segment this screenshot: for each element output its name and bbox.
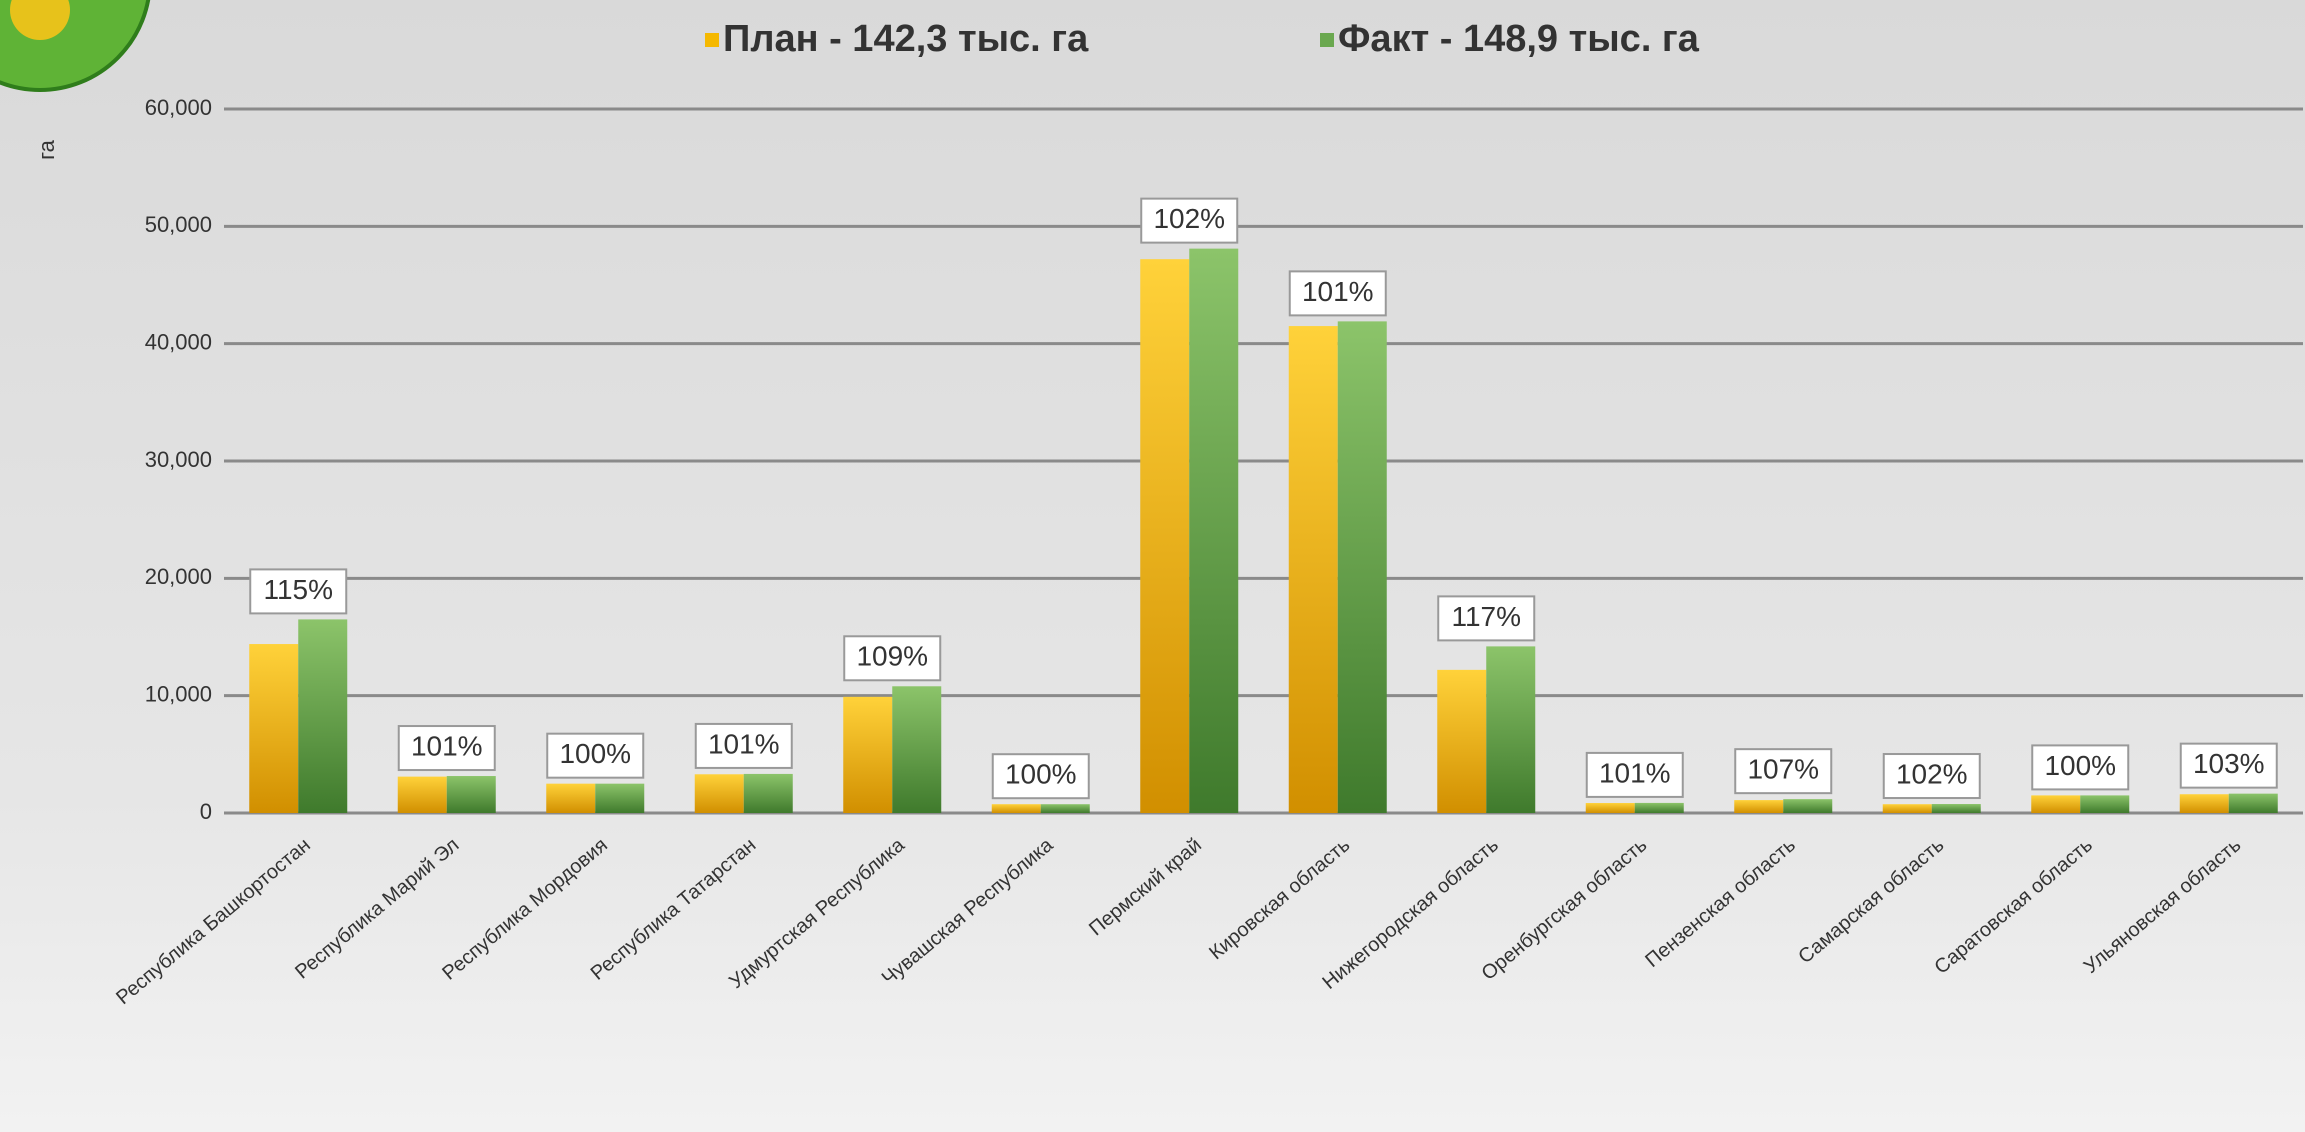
data-label: 101% [411,730,483,761]
bar [298,619,348,813]
bar [1040,804,1090,813]
data-label: 101% [708,728,780,759]
data-label: 107% [1747,754,1819,785]
bar [1931,804,1981,813]
data-label-box [843,635,942,682]
bar [1783,799,1833,813]
data-label: 103% [2193,748,2265,779]
bar [892,686,942,813]
data-label: 100% [559,738,631,769]
data-label-box [1140,197,1239,244]
data-label-box [2031,744,2130,791]
bar [843,696,893,813]
y-tick-label: 40,000 [145,329,212,354]
bar [694,774,744,813]
bar [1585,803,1635,813]
data-label-box [991,753,1090,800]
data-label: 109% [856,641,928,672]
y-tick-label: 50,000 [145,212,212,237]
bar [249,644,299,813]
y-tick-label: 30,000 [145,447,212,472]
data-label-box [1288,270,1387,317]
data-label: 117% [1451,601,1521,632]
data-label-box [2179,742,2278,789]
bar [1288,326,1338,813]
y-tick-label: 20,000 [145,564,212,589]
logo-emblem [10,0,70,40]
legend-swatch [705,33,719,47]
bar [1189,248,1239,814]
data-label-box [694,722,793,769]
data-label-box [397,725,496,772]
data-label-box [1882,753,1981,800]
data-label-box [1437,595,1536,642]
data-label-box [249,568,348,615]
bar [1140,259,1190,814]
bar [1882,804,1932,813]
bar [2080,795,2130,813]
data-label: 100% [1005,759,1077,790]
y-tick-label: 60,000 [145,95,212,120]
bar [991,804,1041,813]
data-label-box [546,732,645,779]
legend-label: План - 142,3 тыс. га [723,18,1089,60]
data-label: 101% [1599,757,1671,788]
bar [546,783,596,813]
bar [2228,793,2278,813]
bar [2179,794,2229,813]
data-label-box [1734,748,1833,795]
bar [1486,646,1536,813]
y-axis-label: га [34,139,59,160]
bar [1337,321,1387,813]
data-label: 101% [1302,276,1374,307]
y-tick-label: 0 [200,799,212,824]
data-label: 100% [2044,750,2116,781]
bar [1634,802,1684,813]
bar [2031,795,2081,813]
data-label: 115% [263,574,333,605]
bar [1437,669,1487,813]
data-label: 102% [1153,203,1225,234]
bar [446,776,496,813]
legend-swatch [1320,33,1334,47]
bar [743,773,793,813]
bar [595,783,645,813]
legend-label: Факт - 148,9 тыс. га [1338,18,1700,60]
data-label-box [1585,751,1684,798]
bar [397,776,447,813]
y-tick-label: 10,000 [145,681,212,706]
data-label: 102% [1896,758,1968,789]
bar [1734,800,1784,813]
